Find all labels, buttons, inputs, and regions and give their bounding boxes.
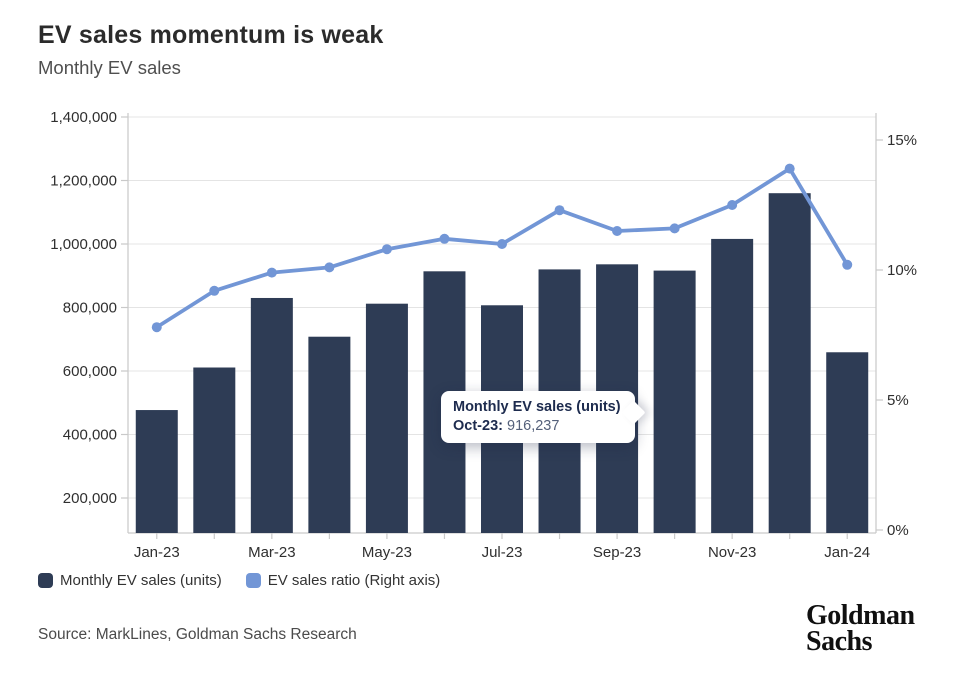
- x-axis-label: Jan-24: [824, 544, 870, 561]
- point-Aug-23[interactable]: [554, 205, 565, 216]
- bar-May-23[interactable]: [365, 303, 408, 533]
- legend-label-line: EV sales ratio (Right axis): [267, 572, 441, 589]
- tooltip-value: 916,237: [507, 418, 560, 434]
- bar-Jan-24[interactable]: [826, 352, 869, 533]
- point-Mar-23[interactable]: [266, 267, 277, 278]
- x-axis-label: Sep-23: [593, 544, 641, 561]
- page-title: EV sales momentum is weak: [38, 21, 384, 49]
- legend-label-bars: Monthly EV sales (units): [60, 572, 222, 589]
- x-axis-label: Jul-23: [482, 544, 523, 561]
- point-Feb-23[interactable]: [209, 285, 220, 296]
- page-subtitle: Monthly EV sales: [38, 57, 181, 78]
- left-axis-label: 800,000: [63, 300, 117, 317]
- point-Nov-23[interactable]: [727, 200, 738, 210]
- bar-Oct-23[interactable]: [653, 270, 696, 533]
- point-Apr-23[interactable]: [324, 262, 335, 273]
- left-axis-label: 1,400,000: [50, 109, 117, 126]
- point-Dec-23[interactable]: [784, 163, 795, 174]
- tooltip-series-name: Monthly EV sales (units): [453, 399, 621, 415]
- left-axis-label: 1,000,000: [50, 236, 117, 253]
- left-axis-label: 600,000: [63, 363, 117, 380]
- point-Jan-24[interactable]: [842, 259, 853, 270]
- x-axis-label: Nov-23: [708, 544, 756, 561]
- logo-line-2: Sachs: [806, 626, 872, 658]
- tooltip-value-line: Oct-23: 916,237: [453, 418, 621, 434]
- bar-Dec-23[interactable]: [768, 193, 811, 533]
- legend-swatch-line: [245, 573, 261, 588]
- point-Jun-23[interactable]: [439, 233, 450, 244]
- source-attribution: Source: MarkLines, Goldman Sachs Researc…: [38, 626, 357, 643]
- left-axis-label: 400,000: [63, 427, 117, 444]
- tooltip-category: Oct-23:: [453, 418, 503, 434]
- bar-Apr-23[interactable]: [308, 336, 351, 533]
- legend-swatch-bars: [38, 573, 53, 588]
- right-axis-label: 10%: [887, 262, 917, 279]
- chart-tooltip: Monthly EV sales (units) Oct-23: 916,237: [441, 391, 646, 443]
- bar-Feb-23[interactable]: [193, 367, 236, 533]
- left-axis-label: 1,200,000: [50, 173, 117, 190]
- right-axis-label: 5%: [887, 392, 909, 409]
- logo-line-1: Goldman: [806, 600, 915, 631]
- point-May-23[interactable]: [381, 244, 392, 255]
- x-axis-label: Jan-23: [134, 544, 180, 561]
- x-axis-label: May-23: [362, 544, 412, 561]
- legend-item-line: EV sales ratio (Right axis): [245, 572, 441, 589]
- point-Jul-23[interactable]: [497, 239, 507, 249]
- bar-Jan-23[interactable]: [135, 410, 178, 533]
- right-axis-label: 0%: [887, 522, 909, 539]
- right-axis-label: 15%: [887, 132, 917, 149]
- goldman-sachs-logo: Goldman Sachs: [806, 600, 915, 658]
- point-Oct-23[interactable]: [669, 223, 680, 234]
- point-Jan-23[interactable]: [151, 322, 162, 333]
- bar-Mar-23[interactable]: [250, 297, 293, 533]
- x-axis-label: Mar-23: [248, 544, 296, 561]
- bar-Nov-23[interactable]: [711, 238, 754, 534]
- point-Sep-23[interactable]: [612, 226, 623, 236]
- legend-item-bars: Monthly EV sales (units): [38, 572, 222, 589]
- chart-legend: Monthly EV sales (units) EV sales ratio …: [38, 572, 440, 589]
- left-axis-label: 200,000: [63, 490, 117, 507]
